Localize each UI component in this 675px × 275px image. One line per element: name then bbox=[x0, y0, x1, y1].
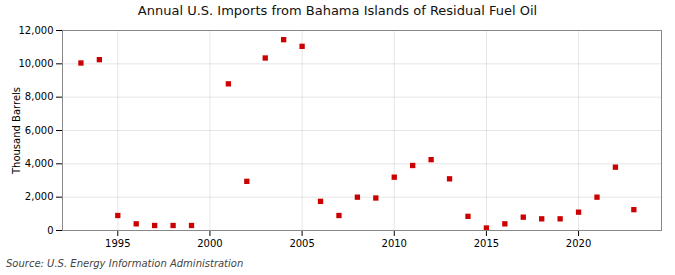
html-text:Annual U.S. Imports from Baham: Annual U.S. Imports from Bahama Islands … bbox=[137, 3, 538, 18]
svg-text:10,000: 10,000 bbox=[19, 58, 54, 69]
svg-text:2005: 2005 bbox=[289, 238, 314, 249]
svg-text:Thousand Barrels: Thousand Barrels bbox=[11, 87, 22, 175]
svg-text:2010: 2010 bbox=[382, 238, 407, 249]
html-text:Source: U.S. Energy Informatio: Source: U.S. Energy Information Administ… bbox=[6, 258, 244, 269]
svg-text:2,000: 2,000 bbox=[25, 191, 54, 202]
svg-text:2020: 2020 bbox=[566, 238, 591, 249]
svg-text:4,000: 4,000 bbox=[25, 158, 54, 169]
svg-text:6,000: 6,000 bbox=[25, 125, 54, 136]
svg-text:2015: 2015 bbox=[474, 238, 499, 249]
svg-text:8,000: 8,000 bbox=[25, 91, 54, 102]
svg-text:12,000: 12,000 bbox=[19, 25, 54, 36]
svg-text:1995: 1995 bbox=[105, 238, 130, 249]
svg-text:0: 0 bbox=[47, 225, 53, 236]
svg-text:2000: 2000 bbox=[197, 238, 222, 249]
